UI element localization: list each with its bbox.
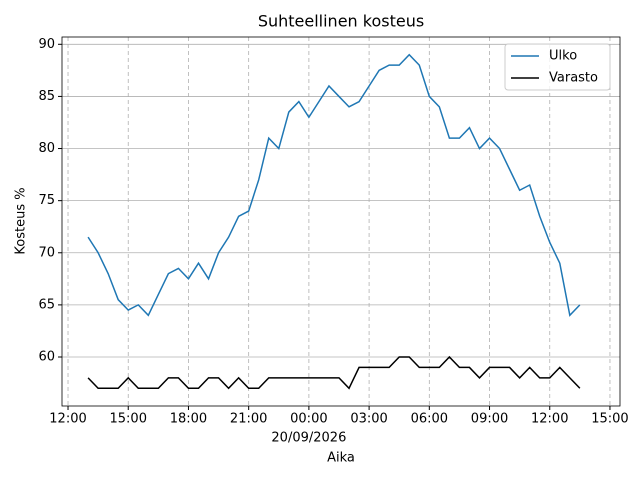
y-tick-label: 80 <box>38 141 55 156</box>
y-tick-label: 85 <box>38 89 55 104</box>
line-series <box>87 355 581 390</box>
line-series <box>87 53 581 317</box>
x-axis-label: Aika <box>327 451 355 466</box>
y-tick-label: 75 <box>38 193 55 208</box>
x-tick-label: 21:00 <box>230 412 267 427</box>
y-tick-label: 70 <box>38 245 55 260</box>
x-date-label: 20/09/2026 <box>271 431 346 446</box>
y-tick-label: 60 <box>38 350 55 365</box>
x-tick-label: 03:00 <box>350 412 387 427</box>
chart-title: Suhteellinen kosteus <box>258 12 424 31</box>
y-axis-label: Kosteus % <box>14 187 29 254</box>
legend-label: Ulko <box>549 49 577 64</box>
x-tick-label: 00:00 <box>290 412 327 427</box>
x-tick-label: 15:00 <box>110 412 147 427</box>
x-tick-label: 12:00 <box>531 412 568 427</box>
x-tick-label: 18:00 <box>170 412 207 427</box>
x-tick-label: 12:00 <box>49 412 86 427</box>
y-tick-label: 90 <box>38 37 55 52</box>
x-tick-label: 09:00 <box>471 412 508 427</box>
x-tick-label: 15:00 <box>591 412 628 427</box>
legend-label: Varasto <box>549 71 598 86</box>
plot-frame <box>61 36 621 407</box>
y-tick-label: 65 <box>38 297 55 312</box>
x-tick-label: 06:00 <box>411 412 448 427</box>
